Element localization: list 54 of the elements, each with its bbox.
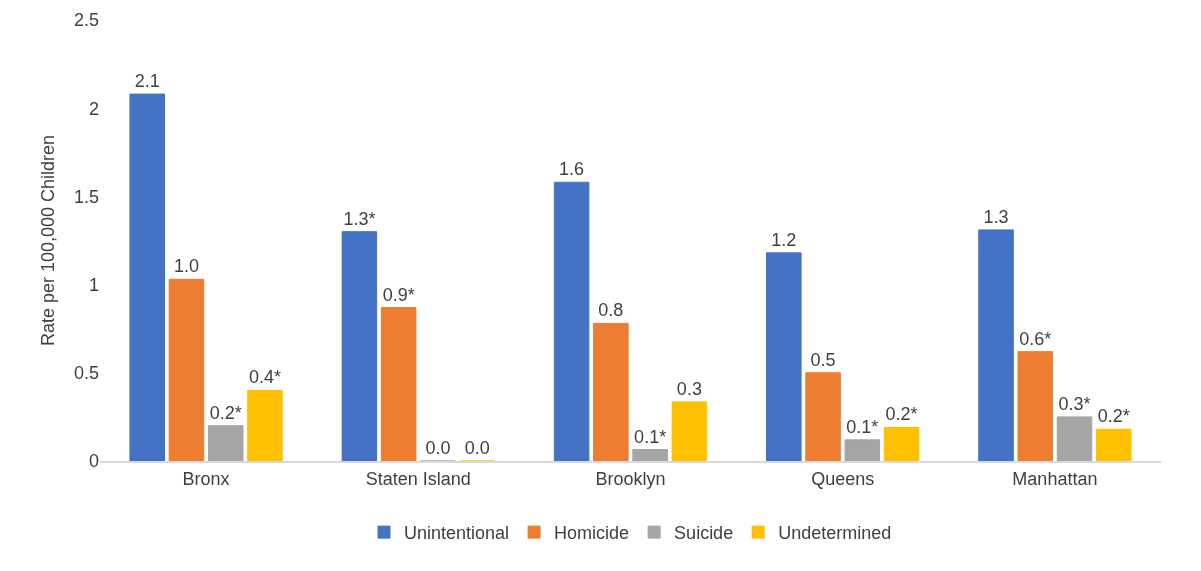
bar (1017, 351, 1054, 461)
y-tick-label: 1 (88, 274, 99, 295)
data-label: 0.0 (464, 438, 490, 458)
y-tick-label: 2.5 (73, 10, 99, 31)
bar (168, 278, 205, 461)
data-label: 0.1* (634, 426, 667, 447)
data-label: 0.0 (425, 438, 451, 458)
legend-label: Unintentional (404, 523, 510, 544)
y-tick-label: 0 (88, 451, 99, 472)
bar (247, 389, 283, 461)
data-label: 0.5 (810, 349, 836, 370)
bar (1056, 416, 1093, 461)
bar (883, 426, 920, 461)
x-tick-label: Staten Island (365, 468, 471, 489)
data-label: 0.8 (598, 300, 624, 321)
data-label: 0.1* (846, 416, 879, 437)
x-tick-label: Brooklyn (595, 468, 666, 489)
data-label: 0.3 (676, 378, 702, 399)
y-axis-title: Rate per 100,000 Children (38, 134, 59, 347)
y-tick-label: 1.5 (73, 186, 99, 207)
legend-label: Suicide (674, 523, 734, 544)
bar (671, 401, 708, 461)
bar (844, 439, 881, 461)
data-label: 1.3* (343, 208, 376, 229)
x-tick-label: Bronx (182, 468, 230, 489)
bar (207, 425, 244, 461)
x-tick-label: Manhattan (1012, 468, 1098, 489)
data-label: 0.9* (382, 284, 415, 305)
data-label: 0.6* (1019, 328, 1052, 349)
legend-label: Homicide (554, 523, 630, 544)
data-label: 1.0 (173, 256, 199, 277)
bar (1096, 428, 1132, 461)
bar (553, 181, 590, 461)
bar (766, 252, 802, 461)
y-tick-label: 2 (88, 98, 99, 119)
data-label: 1.3 (983, 206, 1009, 227)
y-tick-label: 0.5 (73, 363, 99, 384)
legend-label: Undetermined (778, 523, 892, 544)
bar (593, 322, 629, 461)
bar (341, 231, 378, 461)
data-label: 0.2* (209, 402, 242, 423)
data-label: 1.2 (771, 229, 797, 250)
data-label: 0.3* (1058, 393, 1091, 414)
bar (129, 93, 165, 461)
bar (632, 449, 668, 461)
data-label: 1.6 (559, 159, 585, 180)
bar (978, 229, 1014, 461)
data-label: 0.4* (248, 367, 281, 388)
data-label: 0.2* (885, 404, 918, 425)
data-label: 2.1 (134, 71, 160, 92)
bar (380, 307, 417, 461)
bar (805, 372, 841, 461)
data-label: 0.2* (1097, 406, 1130, 427)
x-tick-label: Queens (811, 468, 875, 489)
